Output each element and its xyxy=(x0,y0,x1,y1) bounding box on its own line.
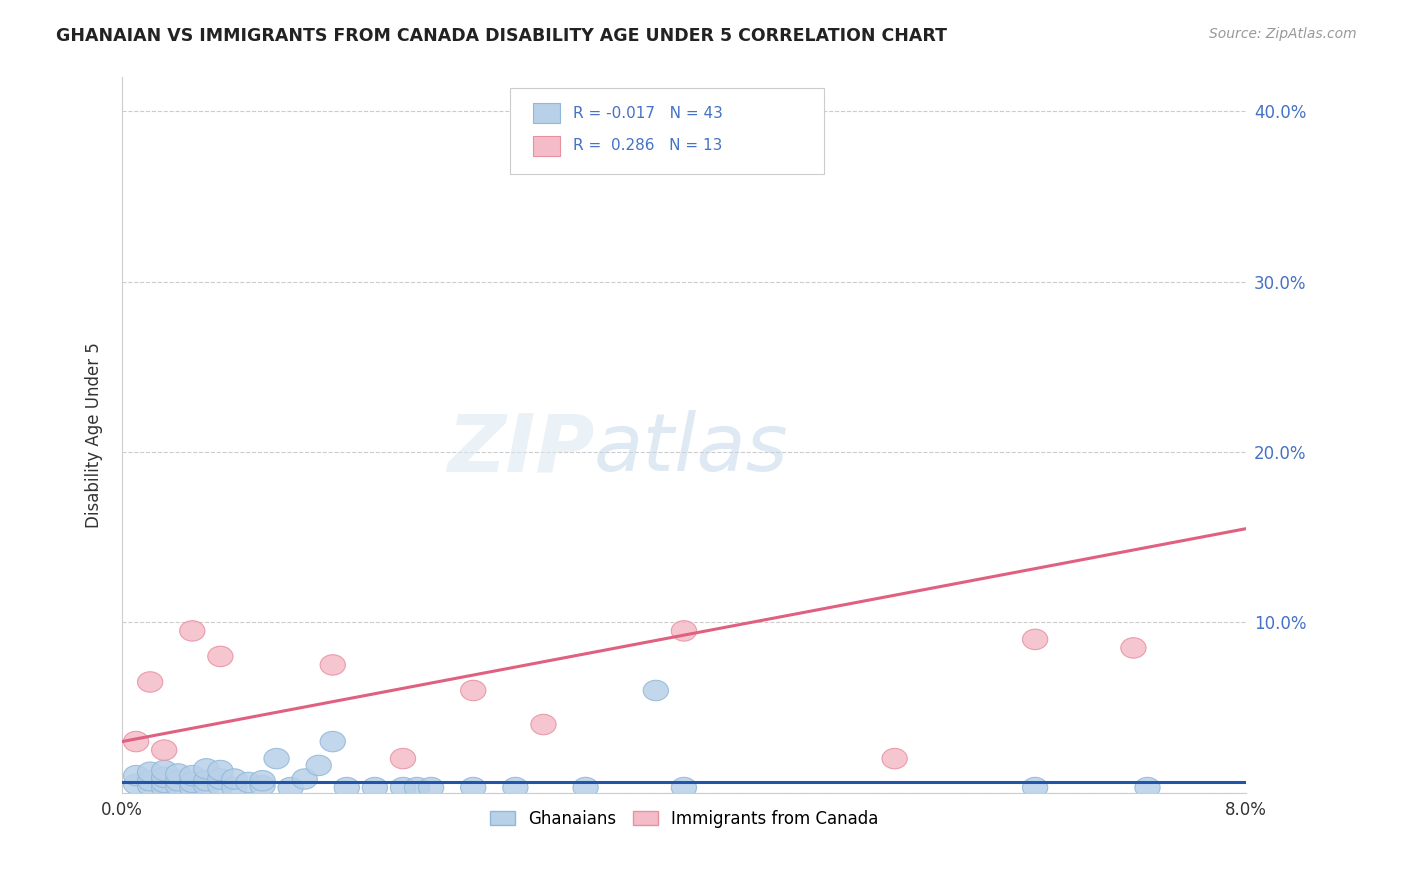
Y-axis label: Disability Age Under 5: Disability Age Under 5 xyxy=(86,343,103,528)
Ellipse shape xyxy=(882,748,907,769)
Ellipse shape xyxy=(1022,777,1047,797)
Ellipse shape xyxy=(152,772,177,793)
Ellipse shape xyxy=(405,777,430,797)
Ellipse shape xyxy=(124,731,149,752)
Ellipse shape xyxy=(124,765,149,786)
Ellipse shape xyxy=(531,714,557,735)
Ellipse shape xyxy=(194,758,219,779)
Ellipse shape xyxy=(503,777,529,797)
Text: R = -0.017   N = 43: R = -0.017 N = 43 xyxy=(572,105,723,120)
Ellipse shape xyxy=(152,760,177,780)
Ellipse shape xyxy=(292,769,318,789)
Ellipse shape xyxy=(194,771,219,791)
FancyBboxPatch shape xyxy=(533,103,561,123)
Ellipse shape xyxy=(278,777,304,797)
Ellipse shape xyxy=(391,748,416,769)
Ellipse shape xyxy=(152,777,177,797)
Text: ZIP: ZIP xyxy=(447,410,593,488)
Ellipse shape xyxy=(138,771,163,791)
Ellipse shape xyxy=(208,769,233,789)
Ellipse shape xyxy=(1135,777,1160,797)
Ellipse shape xyxy=(321,731,346,752)
Ellipse shape xyxy=(236,772,262,793)
Ellipse shape xyxy=(222,769,247,789)
Ellipse shape xyxy=(152,767,177,788)
Ellipse shape xyxy=(1121,638,1146,658)
Ellipse shape xyxy=(363,777,388,797)
Ellipse shape xyxy=(391,777,416,797)
Ellipse shape xyxy=(1022,629,1047,649)
Ellipse shape xyxy=(671,777,696,797)
Ellipse shape xyxy=(671,621,696,641)
Text: GHANAIAN VS IMMIGRANTS FROM CANADA DISABILITY AGE UNDER 5 CORRELATION CHART: GHANAIAN VS IMMIGRANTS FROM CANADA DISAB… xyxy=(56,27,948,45)
Text: Source: ZipAtlas.com: Source: ZipAtlas.com xyxy=(1209,27,1357,41)
Ellipse shape xyxy=(208,776,233,796)
Ellipse shape xyxy=(222,777,247,797)
Ellipse shape xyxy=(166,776,191,796)
Ellipse shape xyxy=(250,776,276,796)
Ellipse shape xyxy=(208,760,233,780)
Ellipse shape xyxy=(180,621,205,641)
Ellipse shape xyxy=(321,655,346,675)
Ellipse shape xyxy=(152,739,177,760)
Ellipse shape xyxy=(138,776,163,796)
Ellipse shape xyxy=(574,777,598,797)
Legend: Ghanaians, Immigrants from Canada: Ghanaians, Immigrants from Canada xyxy=(482,803,884,834)
Ellipse shape xyxy=(194,776,219,796)
Ellipse shape xyxy=(180,772,205,793)
Ellipse shape xyxy=(208,646,233,666)
Ellipse shape xyxy=(138,672,163,692)
Ellipse shape xyxy=(461,681,486,701)
Ellipse shape xyxy=(166,771,191,791)
Ellipse shape xyxy=(166,764,191,784)
Ellipse shape xyxy=(461,777,486,797)
Ellipse shape xyxy=(643,681,668,701)
FancyBboxPatch shape xyxy=(510,88,824,174)
Ellipse shape xyxy=(307,756,332,776)
Ellipse shape xyxy=(138,762,163,782)
Ellipse shape xyxy=(250,771,276,791)
FancyBboxPatch shape xyxy=(533,136,561,156)
Ellipse shape xyxy=(335,777,360,797)
Text: atlas: atlas xyxy=(593,410,789,488)
Ellipse shape xyxy=(124,774,149,795)
Ellipse shape xyxy=(180,777,205,797)
Ellipse shape xyxy=(180,765,205,786)
Ellipse shape xyxy=(419,777,444,797)
Ellipse shape xyxy=(264,748,290,769)
Text: R =  0.286   N = 13: R = 0.286 N = 13 xyxy=(572,138,723,153)
